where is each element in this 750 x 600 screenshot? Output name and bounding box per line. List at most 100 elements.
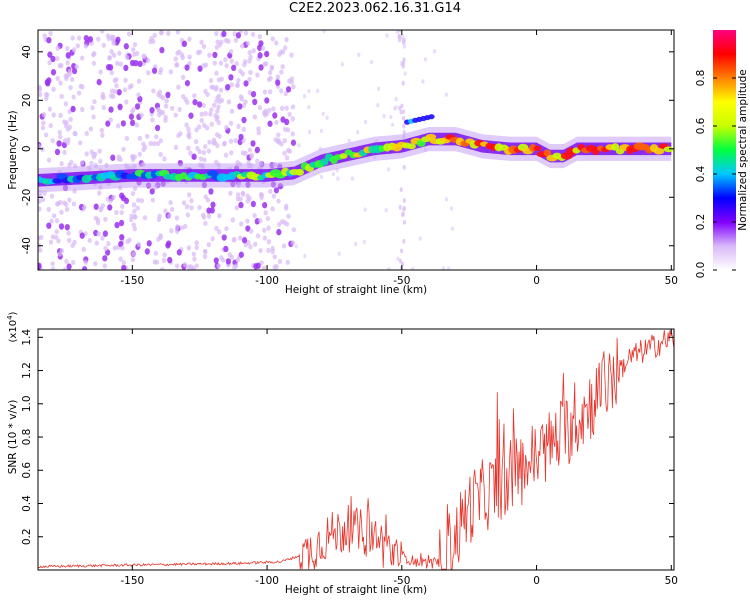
- noise-speck: [99, 127, 105, 133]
- noise-speck: [61, 200, 67, 206]
- noise-speck: [210, 236, 215, 242]
- snr-x-ticks: -150 -100 -50 0 50: [120, 329, 678, 587]
- spectrogram-y-label: Frequency (Hz): [7, 110, 19, 189]
- noise-speck: [206, 213, 212, 219]
- noise-speck: [70, 259, 76, 266]
- noise-speck: [56, 140, 62, 147]
- noise-speck: [224, 124, 229, 131]
- noise-speck: [62, 267, 68, 270]
- noise-speck: [50, 137, 55, 144]
- noise-speck: [70, 35, 75, 41]
- noise-speck: [228, 138, 234, 144]
- noise-speck: [137, 151, 143, 157]
- noise-speck: [268, 188, 273, 195]
- noise-speck: [166, 30, 171, 36]
- noise-speck: [213, 257, 219, 264]
- noise-speck: [181, 40, 188, 47]
- noise-speck: [262, 201, 268, 209]
- noise-speck: [101, 94, 106, 101]
- noise-speck: [135, 205, 140, 211]
- noise-speck: [170, 105, 175, 111]
- noise-speck: [80, 55, 85, 61]
- noise-speck: [164, 98, 169, 104]
- noise-speck: [224, 226, 229, 232]
- spectrogram-panel: -150 -100 -50 0 50 -40 -20 0 20 40 Height of str…: [7, 29, 678, 296]
- noise-speck: [195, 145, 200, 151]
- noise-speck: [249, 228, 254, 234]
- noise-speck: [282, 150, 287, 156]
- noise-speck: [444, 197, 449, 202]
- noise-speck: [402, 206, 406, 212]
- noise-speck: [81, 205, 87, 211]
- noise-speck: [136, 241, 142, 247]
- noise-speck: [216, 263, 221, 269]
- noise-speck: [207, 139, 212, 145]
- noise-speck: [67, 71, 73, 77]
- noise-speck: [233, 138, 238, 144]
- noise-speck: [218, 87, 224, 93]
- noise-speck: [50, 69, 57, 76]
- noise-speck: [109, 34, 114, 40]
- noise-speck: [376, 102, 380, 108]
- noise-speck: [132, 213, 138, 220]
- noise-speck: [96, 231, 101, 237]
- noise-speck: [260, 45, 266, 51]
- noise-speck: [210, 201, 216, 208]
- noise-speck: [100, 235, 105, 241]
- noise-speck: [100, 30, 105, 34]
- noise-speck: [58, 134, 63, 140]
- noise-speck: [176, 49, 182, 55]
- snr-y-ticks: 0.2 0.4 0.6 0.8 1.0 1.2 1.4: [21, 329, 674, 545]
- noise-speck: [214, 70, 219, 76]
- noise-speck: [272, 112, 278, 119]
- noise-speck: [229, 108, 235, 114]
- noise-speck: [42, 33, 47, 39]
- noise-speck: [384, 208, 388, 213]
- noise-speck: [239, 96, 244, 102]
- x-tick-label: 50: [665, 575, 678, 587]
- noise-speck: [194, 244, 199, 251]
- noise-speck: [401, 80, 405, 86]
- noise-speck: [65, 60, 70, 66]
- noise-speck: [235, 82, 240, 88]
- noise-speck: [80, 106, 85, 113]
- noise-speck: [241, 237, 248, 244]
- noise-speck: [122, 87, 128, 93]
- noise-speck: [188, 150, 193, 156]
- noise-speck: [257, 105, 263, 111]
- noise-speck: [225, 83, 231, 91]
- spectrogram-x-label: Height of straight line (km): [285, 284, 427, 296]
- noise-speck: [450, 226, 455, 231]
- noise-speck: [254, 146, 261, 154]
- noise-speck: [109, 70, 114, 76]
- noise-speck: [157, 213, 162, 219]
- noise-speck: [216, 93, 222, 99]
- snr-frame: [37, 328, 675, 571]
- noise-speck: [173, 56, 178, 62]
- noise-speck: [421, 79, 425, 84]
- ridge-blob: [653, 147, 665, 155]
- noise-speck: [287, 111, 292, 118]
- noise-speck: [111, 52, 117, 58]
- noise-speck: [100, 203, 106, 209]
- noise-speck: [277, 258, 283, 265]
- noise-speck: [163, 117, 168, 123]
- noise-speck: [131, 106, 136, 113]
- noise-speck: [247, 58, 252, 64]
- noise-speck: [382, 114, 386, 119]
- noise-speck: [402, 123, 406, 129]
- noise-speck: [118, 219, 125, 227]
- noise-speck: [136, 78, 142, 84]
- noise-speck: [162, 252, 167, 258]
- colorbar-tick-label: 0.8: [695, 70, 707, 87]
- noise-speck: [203, 111, 208, 117]
- y-tick-label: 0.2: [21, 528, 33, 545]
- noise-speck: [105, 63, 112, 71]
- spectrogram-x-ticks: -150 -100 -50 0 50: [120, 30, 678, 287]
- noise-speck: [185, 212, 191, 218]
- snr-y-label: SNR (10 * v/v): [7, 400, 19, 475]
- noise-speck: [401, 60, 406, 66]
- noise-speck: [192, 98, 198, 106]
- noise-speck: [120, 245, 125, 251]
- noise-speck: [291, 227, 297, 233]
